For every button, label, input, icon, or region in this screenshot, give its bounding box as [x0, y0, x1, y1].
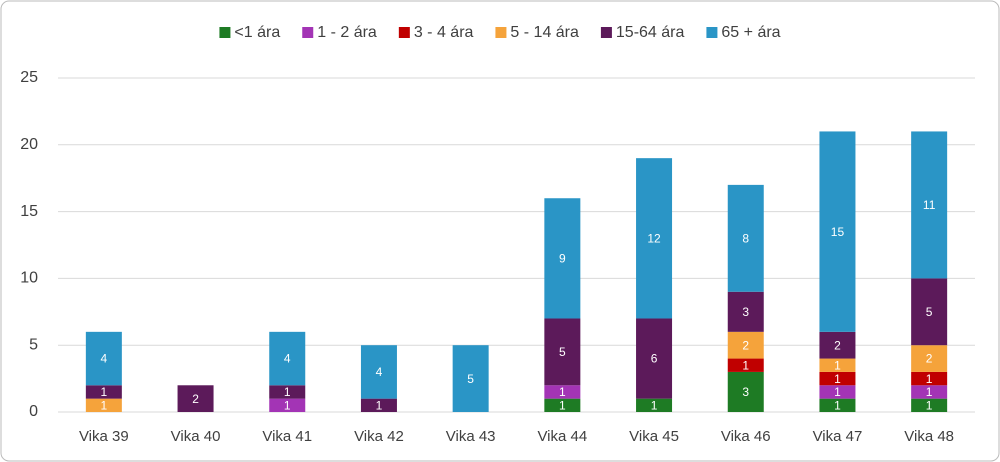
bar-segment — [727, 371, 764, 412]
data-label: 5 — [926, 305, 933, 319]
y-tick-label: 10 — [20, 270, 38, 287]
bar-segment — [544, 318, 581, 386]
bar-segment — [636, 398, 673, 412]
legend-label: 15-64 ára — [616, 24, 685, 41]
legend-label: 3 - 4 ára — [414, 24, 474, 41]
data-label: 6 — [651, 352, 658, 366]
x-tick-label: Vika 48 — [904, 428, 954, 445]
y-tick-label: 15 — [20, 203, 38, 220]
bar-segment — [360, 345, 397, 399]
bar-segment — [911, 371, 948, 386]
y-tick-label: 20 — [20, 136, 38, 153]
x-tick-label: Vika 46 — [721, 428, 771, 445]
y-tick-label: 5 — [29, 336, 38, 353]
data-label: 2 — [926, 352, 933, 366]
data-label: 1 — [651, 398, 658, 412]
bar-segment — [452, 345, 489, 412]
bar-segment — [544, 398, 581, 412]
legend-label: 5 - 14 ára — [510, 24, 579, 41]
legend-swatch — [600, 27, 612, 38]
bar-segment — [819, 131, 856, 332]
data-label: 1 — [834, 372, 841, 386]
bar-segment — [911, 278, 948, 346]
bar-segment — [911, 345, 948, 372]
bar-segment — [544, 385, 581, 399]
bar-segment — [269, 398, 306, 412]
bar-segment — [819, 398, 856, 412]
y-tick-label: 25 — [20, 69, 38, 86]
data-label: 1 — [926, 398, 933, 412]
bar-segment — [85, 398, 122, 412]
data-label: 1 — [742, 358, 749, 372]
data-label: 12 — [647, 231, 661, 245]
legend-label: <1 ára — [234, 24, 280, 41]
x-tick-label: Vika 42 — [354, 428, 404, 445]
x-tick-label: Vika 41 — [262, 428, 312, 445]
data-label: 2 — [192, 392, 199, 406]
data-label: 1 — [834, 385, 841, 399]
legend-swatch — [706, 27, 718, 38]
bar-segment — [819, 385, 856, 399]
data-label: 2 — [834, 338, 841, 352]
legend-swatch — [219, 27, 231, 38]
data-label: 1 — [834, 398, 841, 412]
data-label: 5 — [467, 372, 474, 386]
bar-segment — [727, 358, 764, 372]
bar-segment — [85, 385, 122, 399]
bar-segment — [85, 331, 122, 386]
x-tick-label: Vika 44 — [537, 428, 587, 445]
data-label: 1 — [834, 358, 841, 372]
x-tick-label: Vika 40 — [171, 428, 221, 445]
bar-segment — [636, 318, 673, 399]
x-tick-label: Vika 43 — [446, 428, 496, 445]
legend-label: 65 + ára — [721, 24, 780, 41]
bar-segment — [269, 331, 306, 386]
legend-label: 1 - 2 ára — [317, 24, 377, 41]
bar-segment — [269, 385, 306, 399]
data-label: 4 — [284, 352, 291, 366]
data-label: 1 — [376, 398, 383, 412]
bar-segment — [819, 331, 856, 359]
data-label: 3 — [742, 385, 749, 399]
bar-segment — [177, 385, 214, 412]
data-label: 4 — [376, 365, 383, 379]
data-label: 1 — [284, 385, 291, 399]
data-label: 1 — [101, 398, 108, 412]
bar-segment — [727, 291, 764, 332]
data-label: 4 — [101, 352, 108, 366]
data-label: 2 — [742, 338, 749, 352]
y-tick-label: 0 — [29, 403, 38, 420]
data-label: 11 — [923, 198, 936, 212]
data-label: 1 — [926, 385, 933, 399]
bar-segment — [819, 371, 856, 386]
x-tick-label: Vika 47 — [813, 428, 863, 445]
bar-segment — [911, 131, 948, 279]
bar-segment — [819, 358, 856, 372]
data-label: 1 — [101, 385, 108, 399]
data-label: 1 — [559, 385, 566, 399]
bar-segment — [544, 198, 581, 319]
data-label: 9 — [559, 252, 566, 266]
legend-swatch — [495, 27, 507, 38]
bar-segment — [727, 331, 764, 359]
legend-swatch — [302, 27, 314, 38]
bar-segment — [360, 398, 397, 412]
data-label: 1 — [559, 398, 566, 412]
legend-swatch — [398, 27, 410, 38]
data-label: 8 — [742, 231, 749, 245]
data-label: 15 — [831, 225, 845, 239]
data-label: 5 — [559, 345, 566, 359]
x-tick-label: Vika 45 — [629, 428, 679, 445]
bar-segment — [636, 158, 673, 319]
data-label: 1 — [926, 372, 933, 386]
data-label: 1 — [284, 398, 291, 412]
bar-segment — [911, 385, 948, 399]
bar-segment — [911, 398, 948, 412]
bar-segment — [727, 184, 764, 292]
x-tick-label: Vika 39 — [79, 428, 129, 445]
data-label: 3 — [742, 305, 749, 319]
